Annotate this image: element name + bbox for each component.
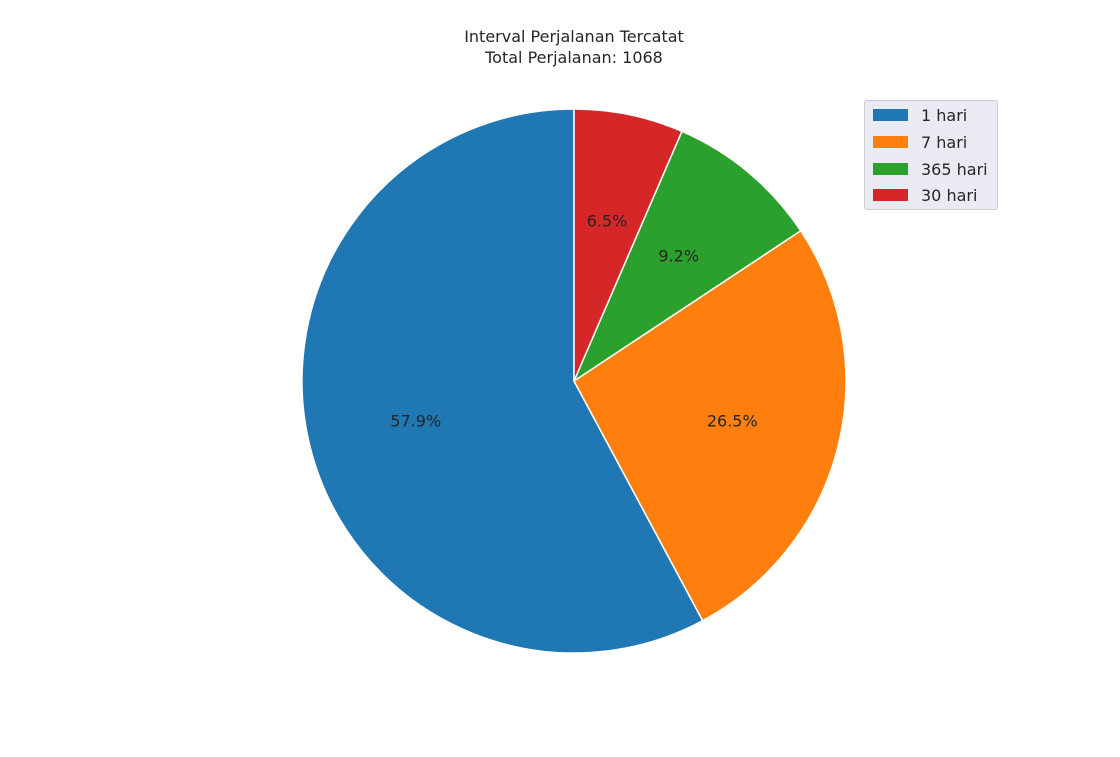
legend-swatch (873, 136, 908, 148)
legend-item-1-hari[interactable]: 1 hari (873, 105, 967, 125)
pie-percent-label: 26.5% (707, 411, 758, 430)
legend-item-30-hari[interactable]: 30 hari (873, 185, 977, 205)
legend-swatch (873, 163, 908, 175)
pie-slice-1-hari (301, 108, 704, 654)
pie-percent-label: 6.5% (587, 212, 628, 231)
legend-label: 30 hari (921, 185, 978, 205)
legend-swatch (873, 109, 908, 121)
pie-slice-30-hari (573, 108, 683, 382)
chart-title-line: Interval Perjalanan Tercatat (464, 27, 684, 46)
legend-item-7-hari[interactable]: 7 hari (873, 132, 967, 152)
pie-percent-label: 9.2% (658, 246, 699, 265)
chart-subtitle-line: Total Perjalanan: 1068 (485, 48, 663, 67)
pie-slice-7-hari (573, 229, 847, 622)
legend-swatch (873, 189, 908, 201)
legend-label: 7 hari (921, 132, 968, 152)
pie-slice-365-hari (573, 130, 802, 382)
pie-percent-label: 57.9% (390, 411, 441, 430)
legend-label: 365 hari (921, 159, 988, 179)
chart-legend: 1 hari 7 hari 365 hari 30 hari (864, 100, 998, 210)
legend-item-365-hari[interactable]: 365 hari (873, 159, 988, 179)
legend-label: 1 hari (921, 105, 968, 125)
chart-title: Interval Perjalanan Tercatat Total Perja… (0, 26, 1120, 68)
